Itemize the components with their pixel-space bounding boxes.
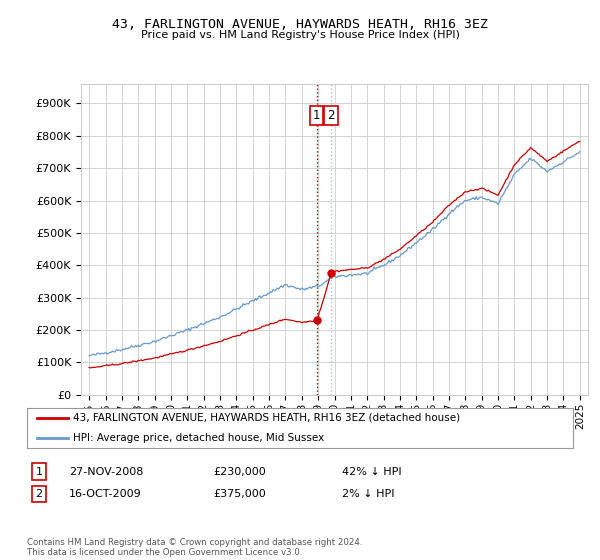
Text: 1: 1: [35, 466, 43, 477]
Text: 43, FARLINGTON AVENUE, HAYWARDS HEATH, RH16 3EZ: 43, FARLINGTON AVENUE, HAYWARDS HEATH, R…: [112, 18, 488, 31]
Text: HPI: Average price, detached house, Mid Sussex: HPI: Average price, detached house, Mid …: [73, 433, 325, 443]
Text: Contains HM Land Registry data © Crown copyright and database right 2024.
This d: Contains HM Land Registry data © Crown c…: [27, 538, 362, 557]
Text: 2: 2: [35, 489, 43, 499]
Text: 27-NOV-2008: 27-NOV-2008: [69, 466, 143, 477]
Text: 42% ↓ HPI: 42% ↓ HPI: [342, 466, 401, 477]
Text: £230,000: £230,000: [213, 466, 266, 477]
Text: 1: 1: [313, 109, 320, 122]
Text: 2% ↓ HPI: 2% ↓ HPI: [342, 489, 395, 499]
Text: Price paid vs. HM Land Registry's House Price Index (HPI): Price paid vs. HM Land Registry's House …: [140, 30, 460, 40]
Text: 16-OCT-2009: 16-OCT-2009: [69, 489, 142, 499]
Text: 43, FARLINGTON AVENUE, HAYWARDS HEATH, RH16 3EZ (detached house): 43, FARLINGTON AVENUE, HAYWARDS HEATH, R…: [73, 413, 461, 423]
Text: £375,000: £375,000: [213, 489, 266, 499]
Text: 2: 2: [328, 109, 335, 122]
